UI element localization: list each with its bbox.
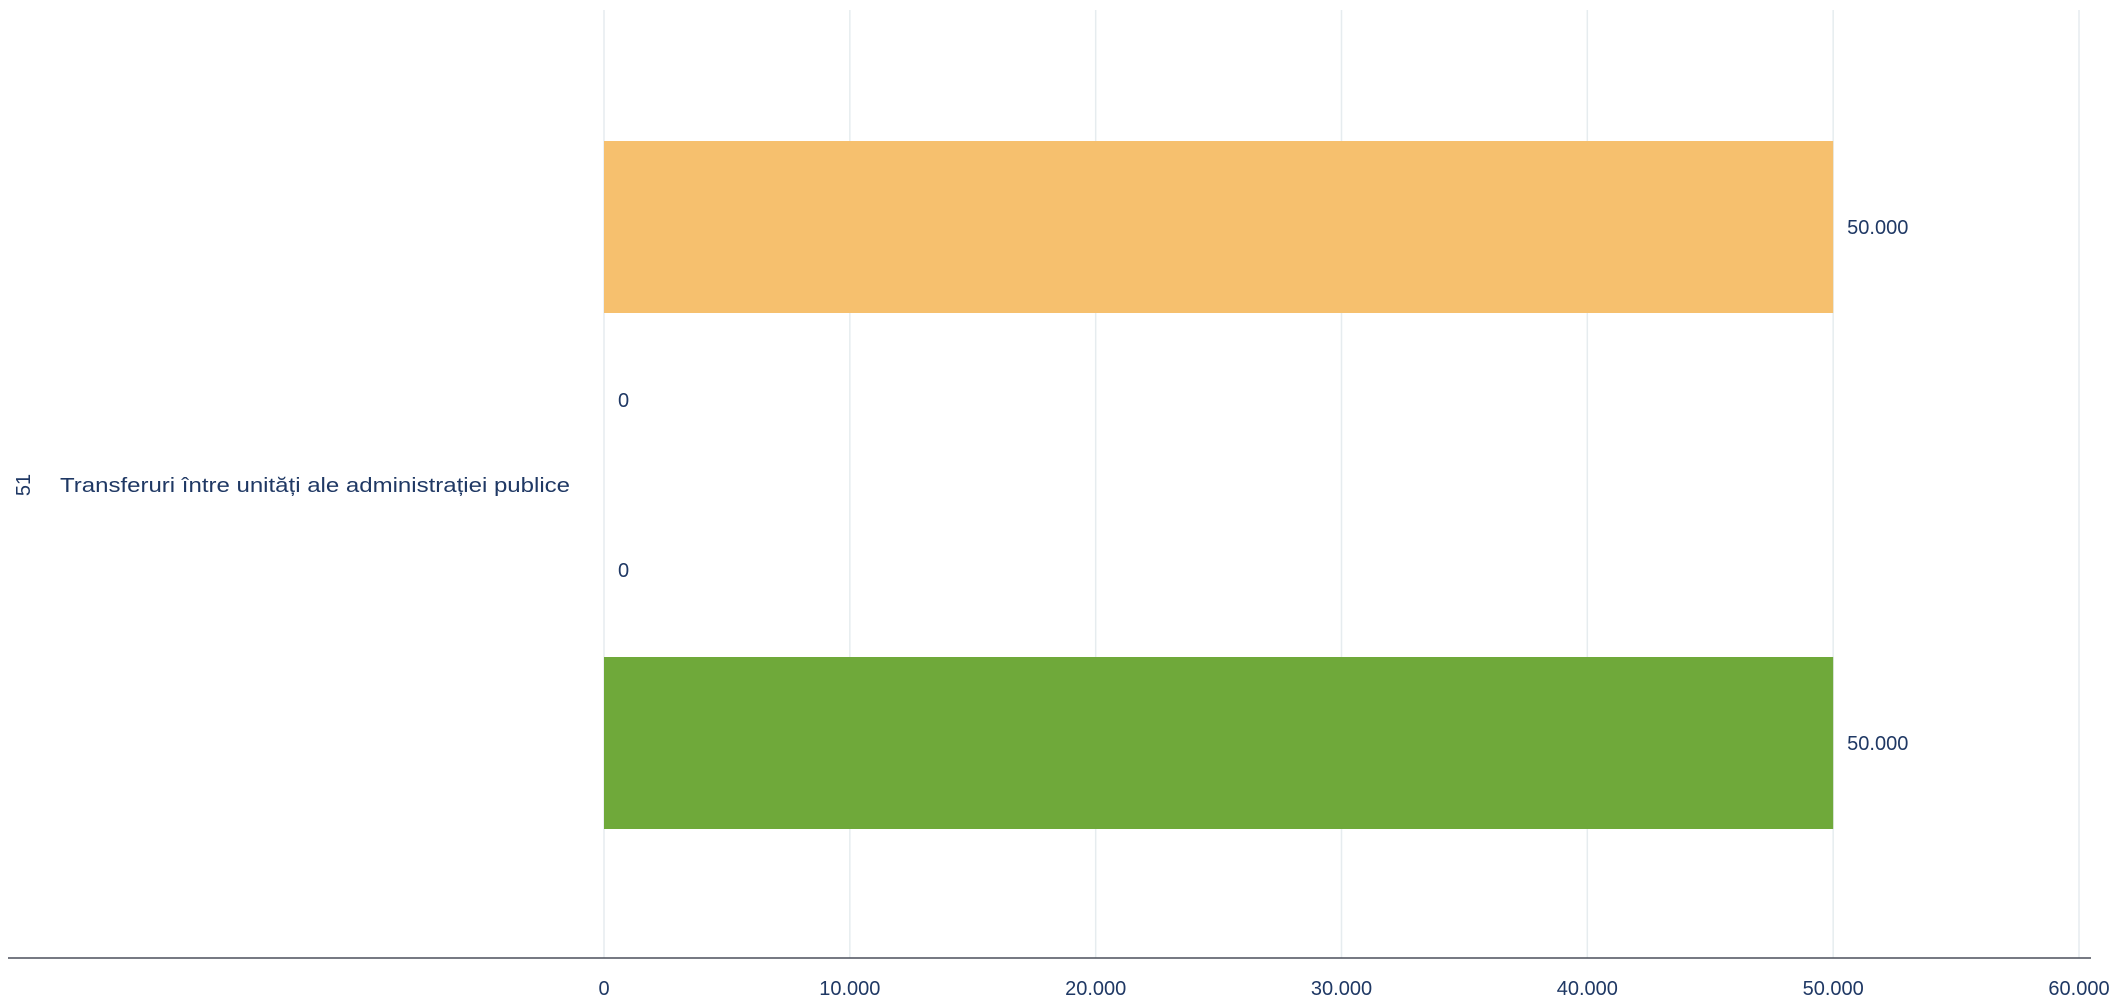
- data-labels: 50.000 0 0 50.000: [618, 217, 1908, 755]
- x-tick-label: 60.000: [2048, 978, 2109, 1000]
- data-label: 0: [618, 390, 629, 412]
- x-tick-label: 30.000: [1311, 978, 1372, 1000]
- x-tick-label: 10.000: [819, 978, 880, 1000]
- x-tick-labels: 0 10.000 20.000 30.000 40.000 50.000 60.000: [598, 978, 2109, 1000]
- bar: [604, 657, 1834, 829]
- bar: [604, 141, 1834, 313]
- x-tick-label: 20.000: [1065, 978, 1126, 1000]
- x-tick-label: 50.000: [1803, 978, 1864, 1000]
- category-label: Transferuri între unități ale administra…: [60, 475, 570, 497]
- category-labels: 51 Transferuri între unități ale adminis…: [13, 474, 570, 497]
- bars: [604, 141, 1834, 829]
- data-label: 0: [618, 560, 629, 582]
- data-label: 50.000: [1847, 217, 1908, 239]
- x-tick-label: 40.000: [1557, 978, 1618, 1000]
- data-label: 50.000: [1847, 733, 1908, 755]
- x-tick-label: 0: [598, 978, 609, 1000]
- group-code-label: 51: [13, 474, 35, 496]
